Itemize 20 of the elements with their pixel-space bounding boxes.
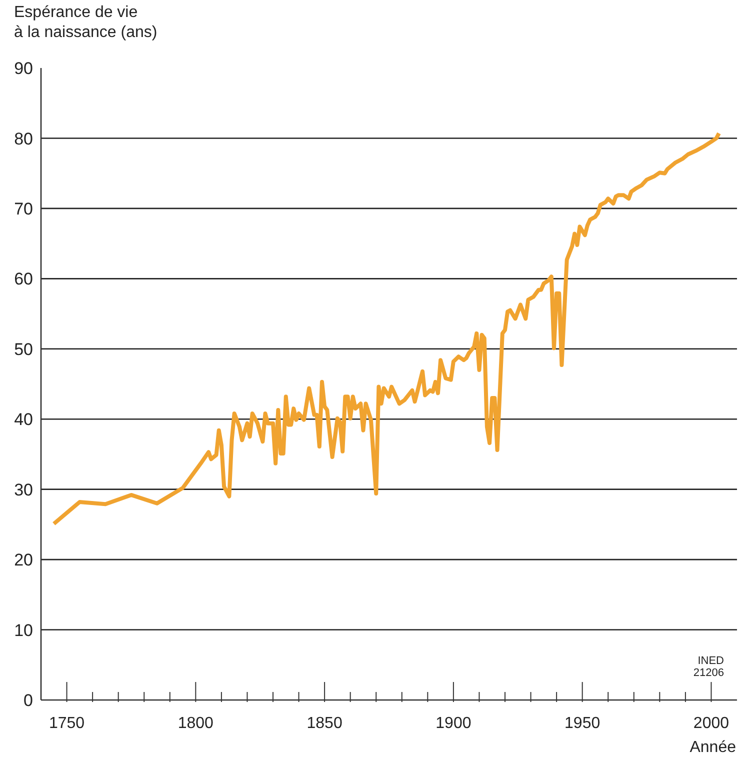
y-tick-label: 90	[14, 59, 33, 78]
x-tick-label: 1800	[178, 715, 214, 732]
y-tick-label: 0	[24, 691, 33, 710]
x-tick-label: 2000	[693, 715, 730, 732]
y-tick-label: 60	[14, 270, 33, 289]
y-tick-label: 30	[14, 480, 33, 500]
line-series	[52, 131, 721, 526]
y-tick-label: 20	[14, 550, 33, 570]
annotation: INED 21206	[693, 655, 724, 679]
y-tick-label: 70	[14, 199, 33, 218]
x-axis-title: Année	[690, 739, 736, 756]
x-tick-label: 1950	[564, 715, 600, 732]
x-tick-label: 1750	[48, 715, 85, 732]
y-tick-label: 40	[14, 410, 33, 430]
x-tick-label: 1850	[306, 715, 342, 732]
y-axis-title: Espérance de vie à la naissance (ans)	[14, 4, 158, 41]
y-tick-label: 50	[14, 340, 33, 359]
y-tick-label: 80	[14, 129, 33, 148]
x-tick-label: 1900	[436, 715, 472, 732]
y-tick-label: 10	[14, 620, 33, 640]
